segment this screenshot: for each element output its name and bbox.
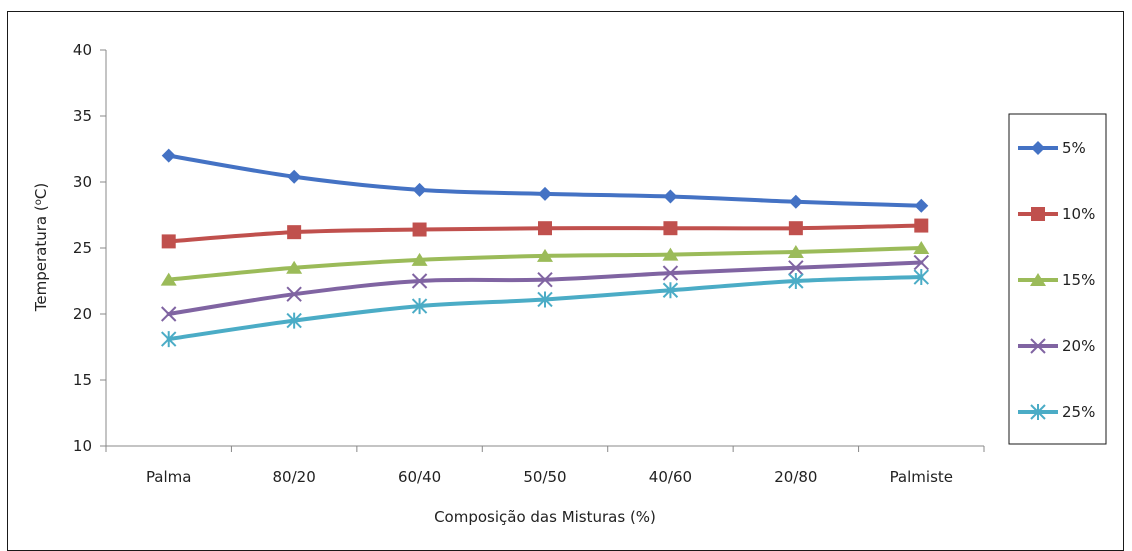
- x-axis-label: Composição das Misturas (%): [434, 508, 656, 526]
- y-axis-label-pre: Temperatura (: [32, 205, 50, 312]
- y-axis-ticks: 10 15 20 25 30 35 40: [73, 41, 106, 455]
- legend-label: 15%: [1062, 271, 1095, 289]
- legend-marker: [1030, 273, 1046, 286]
- legend-label: 20%: [1062, 337, 1095, 355]
- legend-item-2: 10%: [1018, 205, 1095, 223]
- legend-item-4: 20%: [1018, 337, 1095, 355]
- data-point: [913, 254, 929, 271]
- data-point: [788, 260, 804, 276]
- data-point: [913, 241, 930, 254]
- line-chart: 10 15 20 25 30 35 40 Palma 80/20 60/40 50/50 40/60…: [32, 41, 1107, 526]
- legend-item-1: 5%: [1018, 139, 1086, 157]
- data-point: [411, 298, 428, 315]
- series-2: [161, 218, 929, 249]
- data-point: [286, 286, 302, 302]
- data-point: [914, 218, 929, 233]
- series-4: [161, 254, 929, 322]
- y-tick-label: 15: [73, 371, 92, 389]
- x-tick-label: 80/20: [273, 468, 316, 486]
- y-tick-label: 30: [73, 173, 92, 191]
- data-point: [537, 291, 553, 308]
- data-point: [662, 247, 679, 261]
- data-point: [412, 222, 427, 237]
- series-group: [160, 148, 930, 348]
- y-tick-label: 20: [73, 305, 92, 323]
- data-point: [913, 269, 929, 286]
- y-tick-label: 10: [73, 437, 92, 455]
- data-point: [287, 169, 302, 184]
- y-axis-label-sup: o: [33, 199, 44, 205]
- legend-marker: [1030, 338, 1046, 354]
- x-tick-label: Palma: [146, 468, 192, 486]
- data-point: [287, 225, 302, 240]
- y-axis-label: Temperatura (oC): [32, 183, 50, 312]
- series-5: [161, 269, 929, 348]
- legend-marker: [1030, 404, 1046, 420]
- legend: 5% 10% 15% 20% 25%: [1018, 139, 1095, 421]
- data-point: [537, 271, 553, 288]
- data-point: [662, 282, 679, 299]
- data-point: [411, 273, 428, 289]
- data-point: [161, 306, 177, 322]
- legend-label: 25%: [1062, 403, 1095, 421]
- data-point: [914, 198, 929, 213]
- data-point: [286, 312, 302, 329]
- legend-item-3: 15%: [1018, 271, 1095, 289]
- data-point: [537, 248, 553, 262]
- data-point: [538, 186, 552, 201]
- x-tick-label: 60/40: [398, 468, 441, 486]
- x-tick-label: Palmiste: [890, 468, 953, 486]
- data-point: [161, 331, 177, 348]
- x-tick-label: 20/80: [774, 468, 817, 486]
- data-point: [412, 182, 427, 197]
- y-tick-label: 35: [73, 107, 92, 125]
- data-point: [538, 221, 552, 236]
- data-point: [286, 260, 303, 274]
- data-point: [788, 221, 803, 236]
- series-line: [166, 275, 924, 342]
- data-point: [663, 221, 678, 236]
- x-tick-label: 40/60: [649, 468, 692, 486]
- legend-marker: [1031, 207, 1045, 221]
- data-point: [161, 234, 176, 249]
- data-point: [663, 189, 678, 204]
- data-point: [788, 194, 803, 209]
- x-tick-label: 50/50: [523, 468, 566, 486]
- y-axis-label-post: C): [32, 183, 50, 199]
- data-point: [411, 252, 428, 266]
- data-point: [662, 265, 679, 281]
- legend-label: 10%: [1062, 205, 1095, 223]
- x-axis-ticks: Palma 80/20 60/40 50/50 40/60 20/80 Palmiste: [105, 446, 985, 486]
- data-point: [161, 148, 176, 163]
- y-tick-label: 40: [73, 41, 92, 59]
- legend-label: 5%: [1062, 139, 1086, 157]
- legend-marker: [1031, 141, 1045, 155]
- series-3: [160, 241, 930, 286]
- data-point: [160, 272, 177, 286]
- data-point: [788, 273, 804, 289]
- y-tick-label: 25: [73, 239, 92, 257]
- data-point: [787, 244, 804, 258]
- series-1: [161, 148, 929, 213]
- axes: [105, 50, 984, 447]
- legend-item-5: 25%: [1018, 403, 1095, 421]
